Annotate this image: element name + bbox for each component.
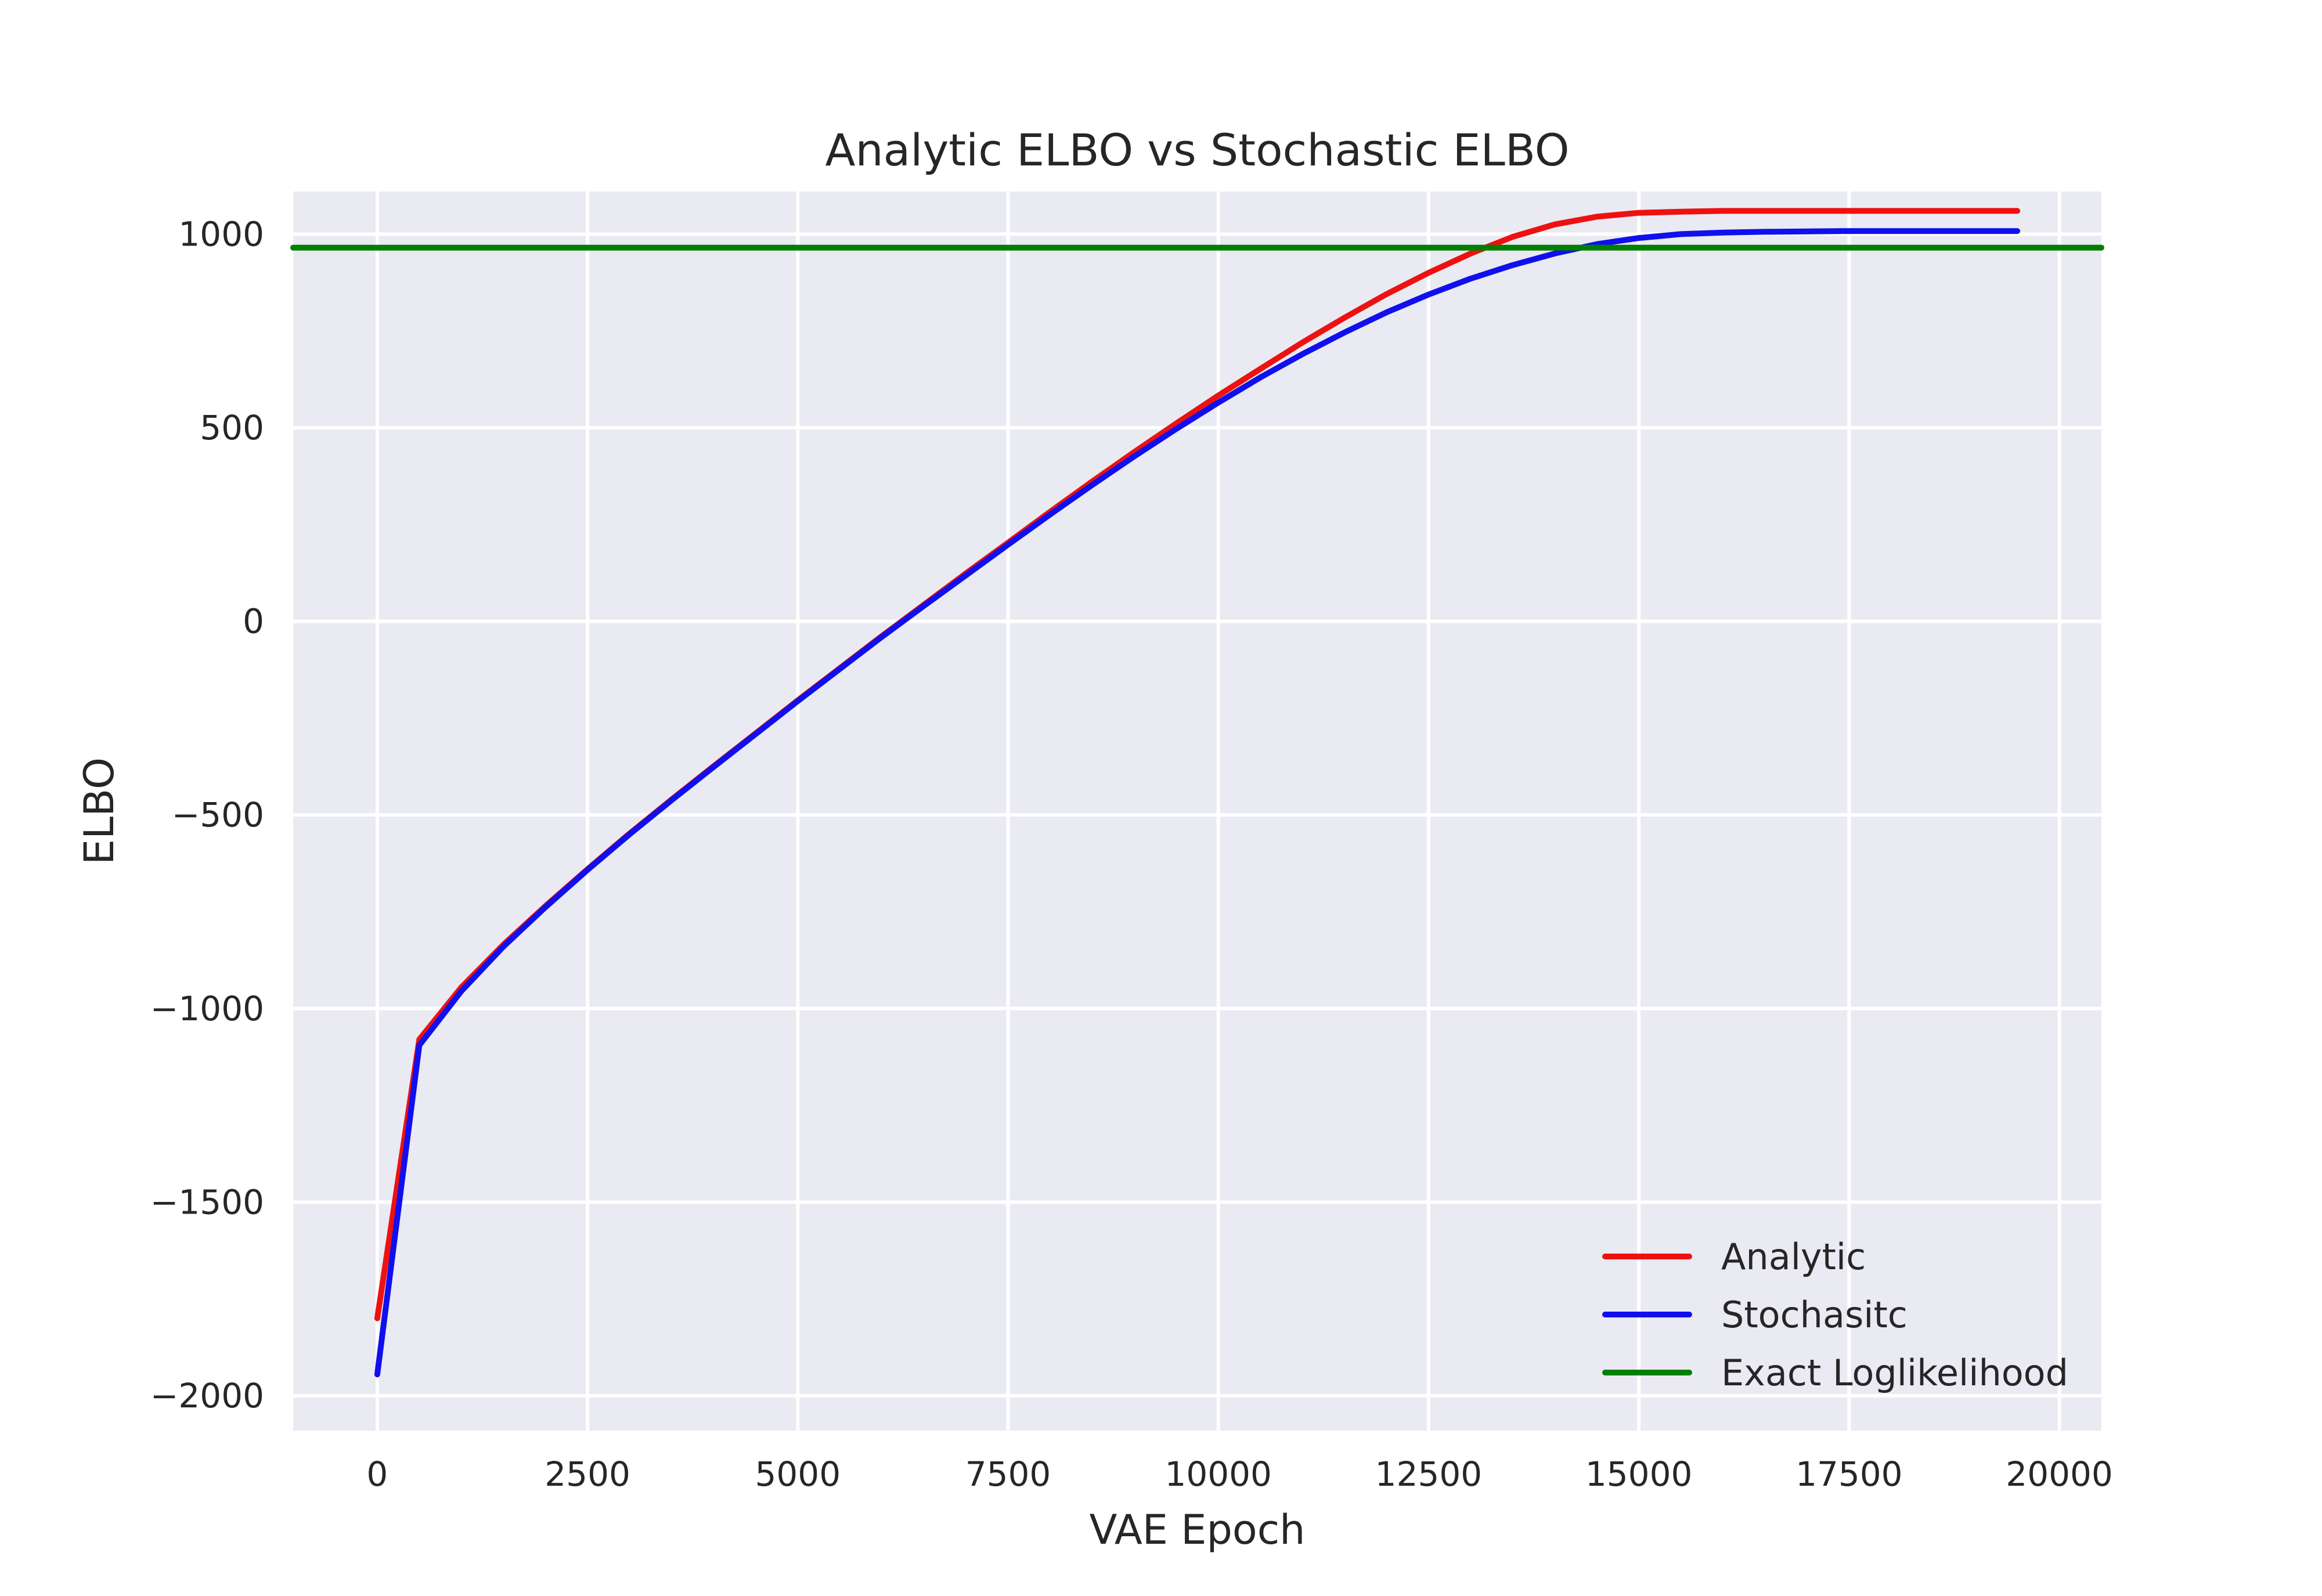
legend-label-1: Stochasitc: [1721, 1294, 1908, 1336]
x-tick-label: 0: [366, 1454, 388, 1494]
x-tick-label: 20000: [2006, 1454, 2113, 1494]
series-line-1: [374, 228, 2021, 1378]
x-tick-label: 7500: [965, 1454, 1051, 1494]
y-tick-label: 1000: [178, 214, 264, 254]
x-tick-label: 5000: [755, 1454, 841, 1494]
y-tick-label: −500: [172, 795, 264, 835]
chart-title: Analytic ELBO vs Stochastic ELBO: [825, 124, 1569, 176]
x-axis-label: VAE Epoch: [1089, 1506, 1305, 1554]
y-tick-label: −2000: [150, 1376, 264, 1416]
legend: Analytic Stochasitc Exact Loglikelihood: [1602, 1236, 2068, 1394]
series-lines: [290, 208, 2104, 1378]
tick-labels: 0 2500 5000 7500 10000 12500 15000 17500 20000−2…: [150, 214, 2113, 1494]
y-tick-label: −1000: [150, 989, 264, 1028]
x-tick-label: 10000: [1164, 1454, 1272, 1494]
x-tick-label: 17500: [1795, 1454, 1903, 1494]
legend-label-0: Analytic: [1721, 1236, 1866, 1278]
x-tick-label: 2500: [545, 1454, 630, 1494]
y-tick-label: 0: [243, 602, 264, 641]
legend-label-2: Exact Loglikelihood: [1721, 1352, 2068, 1394]
x-tick-label: 15000: [1585, 1454, 1693, 1494]
plot-area: [293, 192, 2101, 1431]
y-axis-label: ELBO: [75, 757, 123, 865]
x-tick-label: 12500: [1375, 1454, 1483, 1494]
y-tick-label: −1500: [150, 1182, 264, 1222]
y-tick-label: 500: [200, 408, 264, 447]
